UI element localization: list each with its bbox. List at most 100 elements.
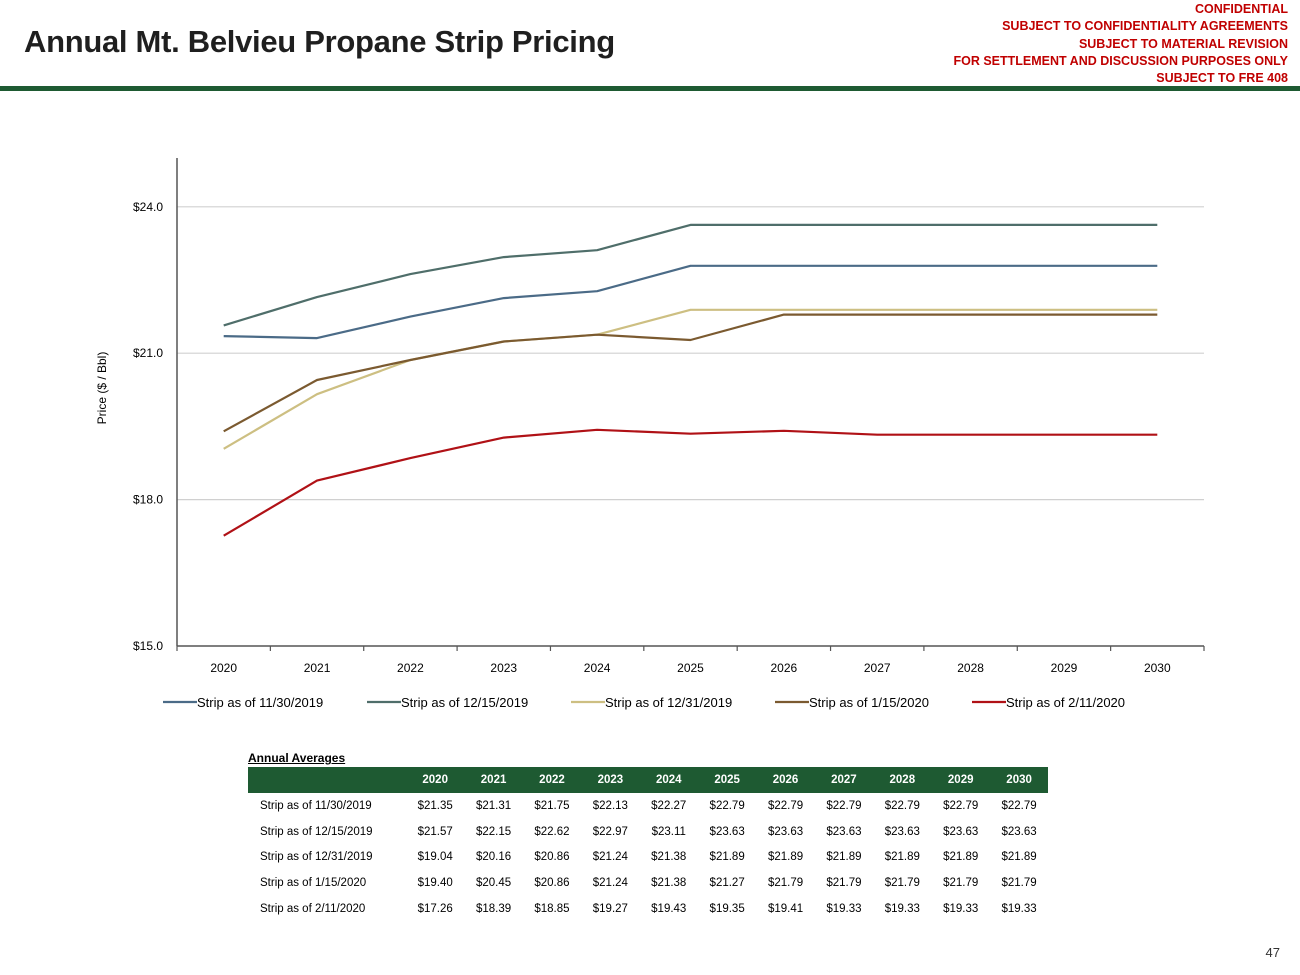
table-cell: $21.79 <box>1001 877 1037 890</box>
y-axis-label: Price ($ / Bbl) <box>95 352 109 425</box>
series-line <box>223 223 1158 327</box>
table-cell: $22.97 <box>592 825 628 838</box>
table-cell: $21.27 <box>709 877 745 890</box>
table-cell: $19.33 <box>943 903 979 916</box>
table-cell: $22.79 <box>767 799 804 812</box>
x-tick-label: 2030 <box>1144 661 1171 675</box>
table-cell: $19.35 <box>709 903 745 916</box>
table-cell: $19.27 <box>592 903 628 916</box>
table-row: Strip as of 1/15/2020 $19.40 $20.45 $20.86 $… <box>248 870 1048 896</box>
table-cell: $23.63 <box>1001 825 1037 838</box>
confidential-line: CONFIDENTIAL <box>1194 2 1288 16</box>
table-cell: $23.11 <box>651 825 686 838</box>
table-cell: $22.79 <box>826 799 862 812</box>
table-cell: $22.27 <box>651 799 687 812</box>
table-cell: $21.79 <box>826 877 862 890</box>
legend-entry: Strip as of 12/31/2019 <box>605 695 732 710</box>
table-row: Strip as of 11/30/2019 $21.35 $21.31 $21.75… <box>248 793 1048 819</box>
table-cell: $22.79 <box>884 799 920 812</box>
table-cell: $21.38 <box>651 851 687 864</box>
row-label: Strip as of 12/31/2019 <box>260 851 373 864</box>
year-header: 2020 <box>406 767 465 793</box>
table-header-row: 2020 2021 2022 2023 2024 2025 2026 2027 … <box>248 767 1049 793</box>
year-header: 2024 <box>639 767 698 793</box>
row-label: Strip as of 2/11/2020 <box>260 903 366 916</box>
table-cell: $21.89 <box>943 851 979 864</box>
series-line <box>223 308 1158 450</box>
table-cell: $23.63 <box>709 825 745 838</box>
year-header: 2022 <box>522 767 582 793</box>
page-title: Annual Mt. Belvieu Propane Strip Pricing <box>24 24 615 59</box>
table-cell: $22.79 <box>943 799 979 812</box>
gridlines <box>177 206 1204 501</box>
table-row: Strip as of 12/15/2019 $21.57 $22.15 $22.62… <box>248 819 1048 845</box>
table-cell: $19.33 <box>826 903 862 916</box>
table-cell: $21.89 <box>1001 851 1037 864</box>
series-line <box>223 264 1158 340</box>
annual-averages-title: Annual Averages <box>248 751 346 765</box>
legend-entry: Strip as of 2/11/2020 <box>1006 695 1125 710</box>
y-tick-label: $18.0 <box>133 493 163 507</box>
table-cell: $18.39 <box>475 903 512 916</box>
y-tick-label: $24.0 <box>133 200 163 214</box>
confidential-line: FOR SETTLEMENT AND DISCUSSION PURPOSES O… <box>953 53 1288 68</box>
series-lines <box>223 223 1158 537</box>
x-tick-label: 2026 <box>771 661 798 675</box>
table-cell: $22.13 <box>592 799 628 812</box>
table-cell: $19.41 <box>767 903 804 916</box>
table-cell: $21.57 <box>417 825 453 838</box>
table-cell: $18.85 <box>534 903 570 916</box>
table-cell: $21.89 <box>709 851 745 864</box>
table-cell: $23.63 <box>943 825 979 838</box>
year-header: 2027 <box>814 767 874 793</box>
row-label: Strip as of 12/15/2019 <box>260 825 373 838</box>
confidential-line: SUBJECT TO FRE 408 <box>1156 71 1288 86</box>
table-cell: $22.79 <box>1001 799 1037 812</box>
line-chart: $15.0 $18.0 $21.0 $24.0 2020 2021 2022 2023 2024… <box>95 158 1205 710</box>
table-cell: $20.16 <box>475 851 512 864</box>
table-cell: $20.86 <box>534 851 570 864</box>
table-cell: $22.62 <box>534 825 570 838</box>
x-tick-label: 2024 <box>584 661 611 675</box>
year-header: 2030 <box>989 767 1049 793</box>
legend-entry: Strip as of 1/15/2020 <box>809 695 929 710</box>
table-cell: $19.04 <box>417 851 453 864</box>
table-cell: $21.75 <box>534 799 570 812</box>
confidential-line: SUBJECT TO CONFIDENTIALITY AGREEMENTS <box>1002 19 1288 34</box>
year-header: 2029 <box>931 767 990 793</box>
year-header: 2023 <box>581 767 640 793</box>
table-cell: $21.35 <box>417 799 453 812</box>
table-cell: $19.40 <box>417 877 453 890</box>
table-cell: $17.26 <box>417 903 453 916</box>
confidentiality-notice: CONFIDENTIAL SUBJECT TO CONFIDENTIALITY … <box>953 1 1288 87</box>
x-tick-label: 2027 <box>864 661 891 675</box>
row-label: Strip as of 11/30/2019 <box>260 799 372 812</box>
table-cell: $23.63 <box>826 825 862 838</box>
year-header: 2021 <box>464 767 523 793</box>
legend: Strip as of 11/30/2019 Strip as of 12/15/… <box>163 695 1125 710</box>
year-header: 2025 <box>697 767 757 793</box>
x-tick-label: 2021 <box>304 661 331 675</box>
table-cell: $21.89 <box>767 851 804 864</box>
confidential-line: SUBJECT TO MATERIAL REVISION <box>1078 36 1288 51</box>
table-row: Strip as of 12/31/2019 $19.04 $20.16 $20.86… <box>248 845 1048 871</box>
year-header: 2026 <box>756 767 815 793</box>
legend-entry: Strip as of 11/30/2019 <box>197 695 323 710</box>
x-tick-label: 2020 <box>210 661 237 675</box>
table-cell: $19.43 <box>651 903 687 916</box>
legend-entry: Strip as of 12/15/2019 <box>401 695 528 710</box>
table-cell: $20.86 <box>534 877 570 890</box>
y-tick-label: $21.0 <box>133 346 163 360</box>
table-cell: $19.33 <box>884 903 920 916</box>
table-corner-cell <box>248 767 406 793</box>
table-cell: $23.63 <box>767 825 804 838</box>
table-cell: $21.24 <box>592 877 628 890</box>
table-cell: $19.33 <box>1001 903 1037 916</box>
table-cell: $21.79 <box>884 877 920 890</box>
x-tick-label: 2025 <box>677 661 704 675</box>
annual-averages-table: 2020 2021 2022 2023 2024 2025 2026 2027 … <box>248 767 1049 922</box>
x-tick-label: 2022 <box>397 661 424 675</box>
x-tick-label: 2023 <box>490 661 517 675</box>
x-tick-label: 2028 <box>957 661 984 675</box>
y-tick-label: $15.0 <box>133 639 163 653</box>
